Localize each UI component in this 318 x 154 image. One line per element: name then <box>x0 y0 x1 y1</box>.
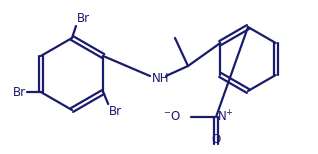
Text: N$^{+}$: N$^{+}$ <box>217 109 234 125</box>
Text: Br: Br <box>13 85 26 99</box>
Text: Br: Br <box>77 12 90 25</box>
Text: $^{-}$O: $^{-}$O <box>163 111 181 124</box>
Text: O: O <box>211 133 221 146</box>
Text: NH: NH <box>152 71 169 85</box>
Text: Br: Br <box>109 105 122 118</box>
